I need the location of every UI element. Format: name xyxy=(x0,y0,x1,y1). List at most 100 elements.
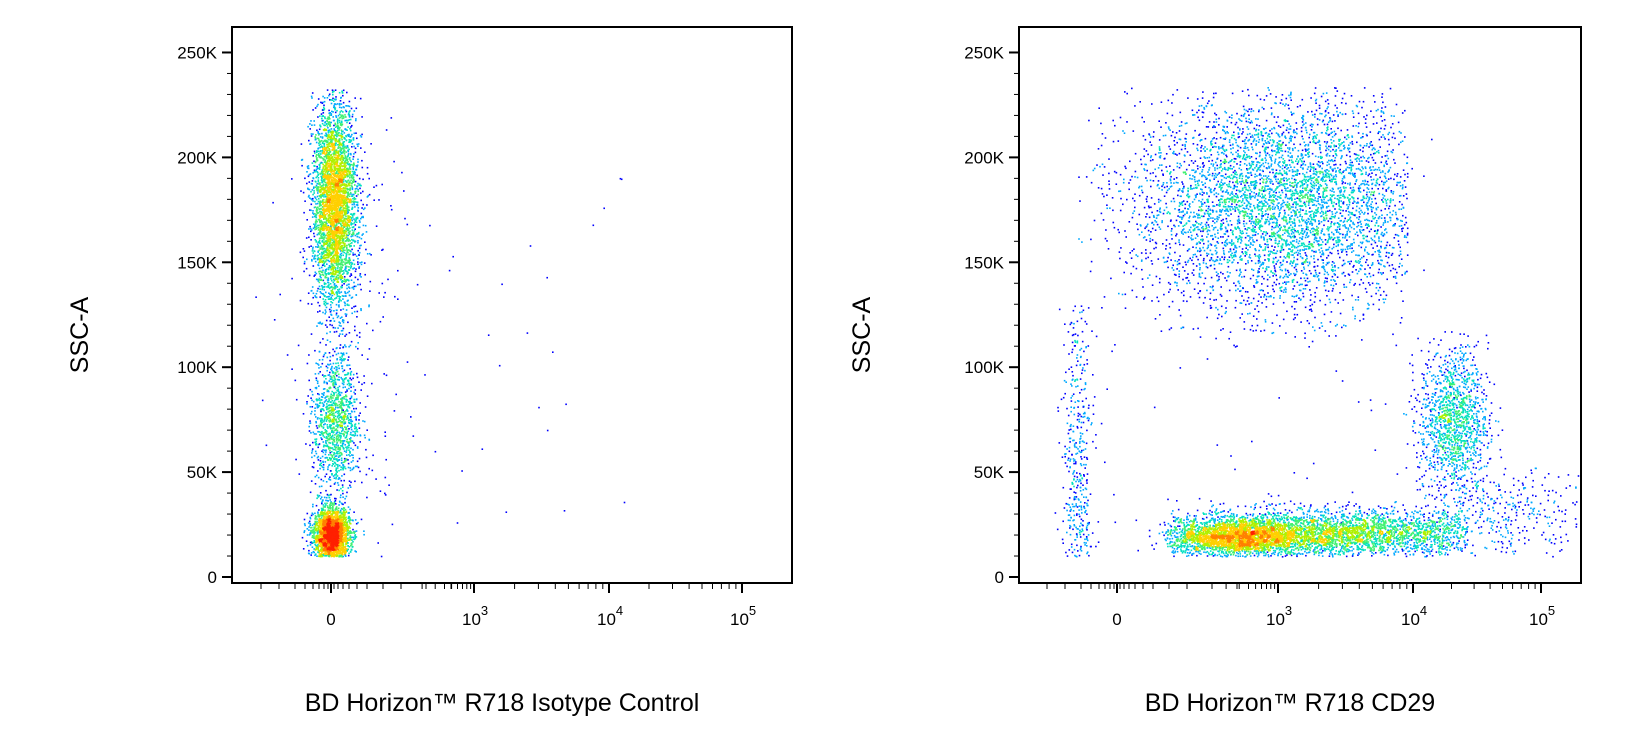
event-dot xyxy=(330,522,333,525)
event-dot xyxy=(335,524,337,527)
event-dot xyxy=(352,216,354,218)
event-dot xyxy=(343,162,345,165)
event-dot xyxy=(336,516,338,519)
event-dot xyxy=(348,530,351,533)
event-dot xyxy=(317,322,320,324)
event-dot xyxy=(322,393,325,396)
event-dot xyxy=(333,393,335,396)
event-dot xyxy=(336,366,338,369)
event-dot xyxy=(306,528,309,530)
event-dot xyxy=(356,465,358,468)
event-dot xyxy=(354,423,357,425)
event-dot xyxy=(338,446,340,449)
event-dot xyxy=(342,379,345,382)
event-dot xyxy=(337,464,339,466)
event-dot xyxy=(325,432,328,435)
event-dot xyxy=(332,401,335,404)
event-dot xyxy=(344,546,346,548)
event-dot xyxy=(345,352,348,355)
event-dot xyxy=(331,456,334,459)
event-dot xyxy=(322,433,324,436)
event-dot xyxy=(334,380,336,382)
event-dot xyxy=(342,540,345,543)
event-dot xyxy=(316,555,318,557)
event-dot xyxy=(349,174,351,176)
event-dot xyxy=(342,261,345,263)
event-dot xyxy=(345,551,347,553)
event-dot xyxy=(309,517,312,520)
event-dot xyxy=(328,94,330,97)
event-dot xyxy=(311,526,313,529)
event-dot xyxy=(323,531,326,534)
event-dot xyxy=(342,250,344,253)
event-dot xyxy=(332,443,334,446)
event-dot xyxy=(331,399,334,402)
event-dot xyxy=(348,406,350,408)
event-dot xyxy=(346,175,349,178)
event-dot xyxy=(351,434,353,436)
event-dot xyxy=(344,335,346,337)
event-dot xyxy=(309,541,312,544)
event-dot xyxy=(337,259,339,262)
event-dot xyxy=(360,518,363,521)
event-dot xyxy=(328,387,330,389)
event-dot xyxy=(362,420,364,422)
event-dot xyxy=(347,466,350,469)
event-dot xyxy=(354,534,357,536)
event-dot xyxy=(337,509,339,512)
event-dot xyxy=(340,540,342,543)
event-dot xyxy=(313,530,316,532)
event-dot xyxy=(315,443,318,445)
event-dot xyxy=(337,465,339,467)
event-dot xyxy=(330,519,333,522)
event-dot xyxy=(347,537,349,540)
event-dot xyxy=(340,549,342,552)
event-dot xyxy=(348,539,351,541)
event-dot xyxy=(328,454,330,456)
event-dot xyxy=(335,463,337,466)
event-dot xyxy=(340,502,343,505)
event-dot xyxy=(339,402,342,404)
event-dot xyxy=(338,410,340,412)
event-dot xyxy=(321,421,323,423)
event-dot xyxy=(343,418,345,421)
event-dot xyxy=(339,554,341,557)
event-dot xyxy=(323,300,325,303)
event-dot xyxy=(325,226,328,229)
event-dot xyxy=(330,513,332,516)
event-dot xyxy=(345,427,348,429)
event-dot xyxy=(322,546,324,548)
event-dot xyxy=(307,302,310,305)
event-dot xyxy=(317,540,319,543)
event-dot xyxy=(321,132,323,135)
event-dot xyxy=(342,429,344,431)
event-dot xyxy=(321,392,323,395)
event-dot xyxy=(352,467,355,470)
event-dot xyxy=(319,371,321,373)
event-dot xyxy=(324,461,327,463)
event-dot xyxy=(334,481,337,484)
event-dot xyxy=(333,477,336,479)
event-dot xyxy=(328,238,330,241)
event-dot xyxy=(325,412,328,415)
event-dot xyxy=(340,494,342,496)
event-dot xyxy=(323,543,326,546)
event-dot xyxy=(345,451,347,453)
event-dot xyxy=(330,552,332,554)
event-dot xyxy=(339,437,342,439)
event-dot xyxy=(349,165,351,167)
event-dot xyxy=(319,520,321,522)
event-dot xyxy=(353,218,355,220)
event-dot xyxy=(319,535,322,538)
event-dot xyxy=(335,539,337,541)
event-dot xyxy=(338,288,341,290)
event-dot xyxy=(321,513,323,515)
event-dot xyxy=(313,540,315,542)
event-dot xyxy=(329,534,332,536)
event-dot xyxy=(321,552,323,554)
event-dot xyxy=(320,462,322,464)
event-dot xyxy=(341,529,344,532)
event-dot xyxy=(333,549,335,551)
event-dot xyxy=(333,350,336,353)
event-dot xyxy=(334,516,336,519)
